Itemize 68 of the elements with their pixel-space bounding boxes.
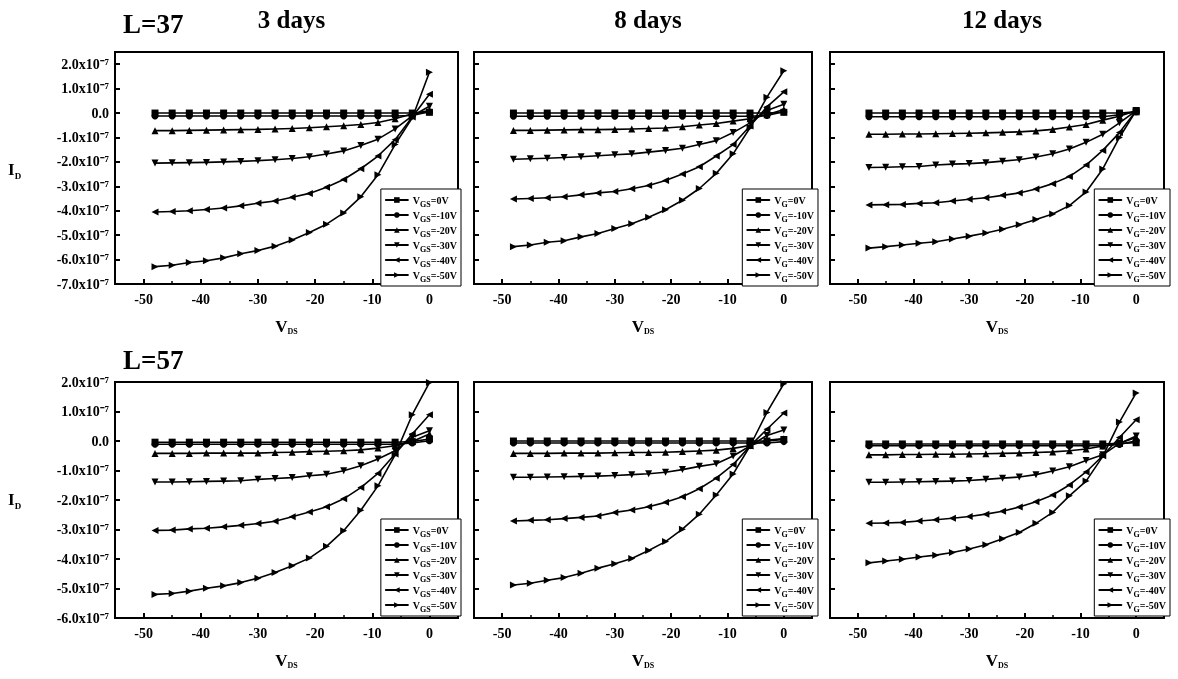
y-tick-label: -2.0x10⁻⁷ <box>56 154 109 170</box>
x-tick-label: -20 <box>305 625 325 641</box>
x-tick-label: -40 <box>549 291 568 307</box>
x-tick-label: -50 <box>134 291 153 307</box>
y-tick-label: -5.0x10⁻⁷ <box>56 227 109 243</box>
y-tick-label: -6.0x10⁻⁷ <box>56 252 109 268</box>
x-axis-title: VDS <box>631 317 655 336</box>
chart-title: 3 days <box>257 6 326 33</box>
x-tick-label: 0 <box>425 291 433 307</box>
text: L=57 <box>123 344 184 375</box>
x-tick-label: -10 <box>718 291 737 307</box>
x-tick-label: -10 <box>1071 625 1090 641</box>
x-tick-label: -40 <box>191 625 211 641</box>
x-tick-label: -10 <box>1071 291 1090 307</box>
x-axis-title: VDS <box>985 317 1009 336</box>
y-tick-label: -5.0x10⁻⁷ <box>56 581 109 596</box>
x-tick-label: -50 <box>848 625 868 641</box>
x-tick-label: -50 <box>492 625 512 641</box>
y-tick-label: -4.0x10⁻⁷ <box>56 203 109 219</box>
x-tick-label: -10 <box>718 625 737 641</box>
chart-title: 12 days <box>962 6 1043 33</box>
x-tick-label: 0 <box>780 291 788 307</box>
chart-title: 8 days <box>614 6 682 33</box>
x-tick-label: 0 <box>425 625 433 641</box>
y-tick-label: 0.0 <box>91 105 109 121</box>
x-axis-title: VDS <box>985 651 1009 670</box>
x-tick-label: -40 <box>904 625 923 641</box>
x-axis-title: VDS <box>631 651 655 670</box>
y-tick-label: -6.0x10⁻⁷ <box>56 610 109 626</box>
y-axis-title: I$_{D}$ <box>8 160 22 184</box>
y-tick-label: -3.0x10⁻⁷ <box>56 178 109 194</box>
x-tick-label: -30 <box>959 625 979 641</box>
x-tick-label: -30 <box>248 291 268 307</box>
y-tick-label: -2.0x10⁻⁷ <box>56 492 109 508</box>
x-tick-label: 0 <box>780 625 788 641</box>
y-tick-label: -1.0x10⁻⁷ <box>56 129 109 145</box>
x-tick-label: -50 <box>134 625 153 641</box>
x-tick-label: -20 <box>305 291 325 307</box>
x-tick-label: -20 <box>661 291 681 307</box>
x-tick-label: -20 <box>661 625 681 641</box>
x-tick-label: -40 <box>904 291 923 307</box>
y-tick-label: -3.0x10⁻⁷ <box>56 522 109 537</box>
text: L=37 <box>123 8 184 39</box>
x-tick-label: -20 <box>1015 291 1035 307</box>
y-tick-label: 2.0x10⁻⁷ <box>61 56 109 72</box>
x-tick-label: -40 <box>191 291 211 307</box>
x-axis-title: VDS <box>275 317 299 336</box>
x-tick-label: -50 <box>848 291 868 307</box>
x-tick-label: -10 <box>362 625 382 641</box>
x-tick-label: -30 <box>605 291 625 307</box>
y-tick-label: -1.0x10⁻⁷ <box>56 463 109 478</box>
x-tick-label: -10 <box>362 291 382 307</box>
y-tick-label: 1.0x10⁻⁷ <box>61 404 109 419</box>
x-tick-label: -30 <box>959 291 979 307</box>
x-tick-label: 0 <box>1132 625 1140 641</box>
x-tick-label: -50 <box>492 291 512 307</box>
y-tick-label: 2.0x10⁻⁷ <box>61 374 109 390</box>
x-tick-label: -30 <box>605 625 625 641</box>
x-tick-label: 0 <box>1132 291 1140 307</box>
x-axis-title: VDS <box>275 651 299 670</box>
y-axis-title: I$_{D}$ <box>8 490 22 514</box>
x-tick-label: -30 <box>248 625 268 641</box>
y-tick-label: 0.0 <box>91 433 109 449</box>
y-tick-label: -4.0x10⁻⁷ <box>56 551 109 567</box>
y-tick-label: -7.0x10⁻⁷ <box>56 276 109 292</box>
x-tick-label: -20 <box>1015 625 1035 641</box>
x-tick-label: -40 <box>549 625 568 641</box>
y-tick-label: 1.0x10⁻⁷ <box>61 81 109 97</box>
